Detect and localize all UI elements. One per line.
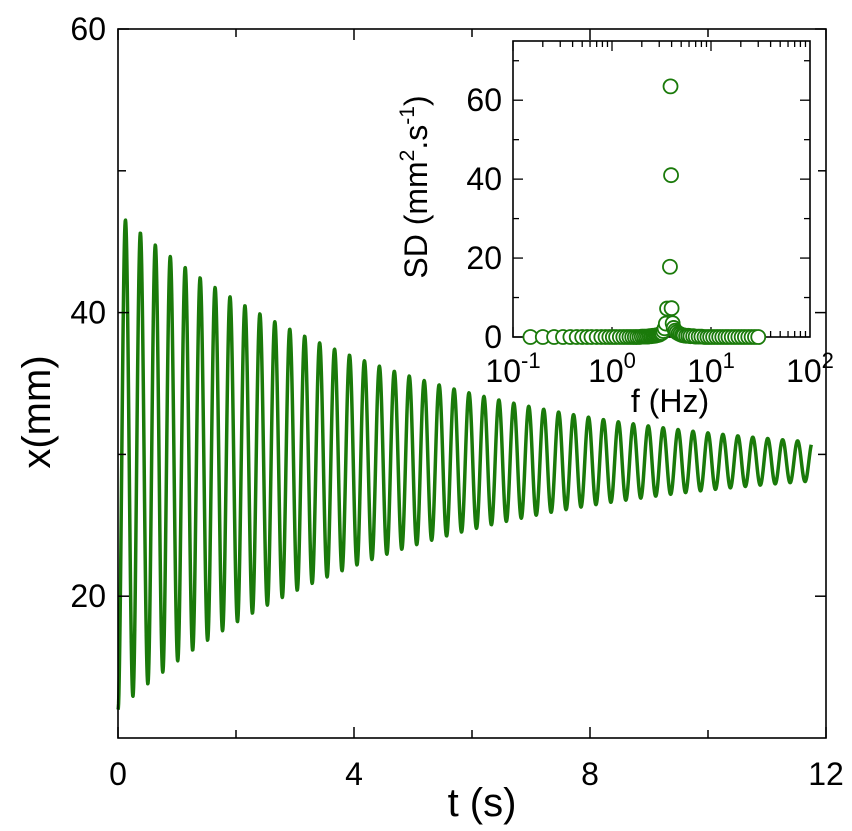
- inset-ylabel-prefix: SD (mm: [398, 161, 434, 278]
- inset-ylabel-sup2: -1: [396, 106, 419, 125]
- main-y-axis-label: x(mm): [15, 355, 59, 468]
- inset-y-tick-label: 20: [466, 240, 502, 276]
- main-y-tick-labels: 20 40 60: [70, 11, 106, 614]
- main-y-tick-label: 20: [70, 578, 106, 614]
- inset-data-point: [663, 167, 679, 184]
- inset-x-tick-label: 10-1: [485, 348, 540, 389]
- inset-data-point: [663, 300, 680, 317]
- inset-x-tick-labels: 10-1 100 101 102: [485, 348, 834, 389]
- main-x-tick-labels: 0 4 8 12: [109, 756, 844, 792]
- inset-ylabel-mid: .s: [398, 125, 434, 150]
- main-x-tick-label: 4: [345, 756, 363, 792]
- inset-data-points: [522, 78, 767, 345]
- main-x-tick-label: 8: [581, 756, 599, 792]
- main-y-tick-label: 60: [70, 11, 106, 47]
- inset-data-point: [662, 258, 678, 275]
- main-y-tick-label: 40: [70, 295, 106, 331]
- inset-x-tick-base: 10: [786, 353, 822, 389]
- inset-data-point: [662, 78, 679, 95]
- inset-x-tick-label: 101: [687, 348, 735, 389]
- main-series-line: [116, 218, 813, 711]
- inset-x-tick-exponent: 2: [822, 348, 834, 373]
- inset-x-axis-label: f (Hz): [631, 383, 709, 419]
- inset-y-tick-label: 0: [484, 319, 502, 355]
- inset-data-point: [750, 329, 767, 345]
- inset-x-tick-label: 100: [588, 348, 636, 389]
- inset-x-tick-base: 10: [588, 353, 624, 389]
- inset-background: [513, 41, 810, 337]
- inset-ylabel-sup1: 2: [396, 150, 419, 162]
- main-x-axis-label: t (s): [448, 781, 517, 825]
- inset-ylabel-suffix: ): [398, 95, 434, 106]
- inset-y-tick-label: 60: [466, 82, 502, 118]
- main-x-tick-label: 12: [808, 756, 844, 792]
- main-plot-frame: [117, 28, 827, 739]
- inset-x-tick-label: 102: [786, 348, 834, 389]
- inset-x-tick-base: 10: [485, 353, 521, 389]
- inset-y-axis-label: SD (mm2.s-1): [396, 95, 434, 278]
- inset-y-tick-labels: 0 20 40 60: [466, 82, 502, 355]
- inset-x-tick-exponent: 0: [624, 348, 636, 373]
- inset-y-tick-label: 40: [466, 161, 502, 197]
- main-x-tick-label: 0: [109, 756, 127, 792]
- inset-x-tick-exponent: 1: [723, 348, 735, 373]
- inset-x-tick-base: 10: [687, 353, 723, 389]
- inset-x-tick-exponent: -1: [521, 348, 541, 373]
